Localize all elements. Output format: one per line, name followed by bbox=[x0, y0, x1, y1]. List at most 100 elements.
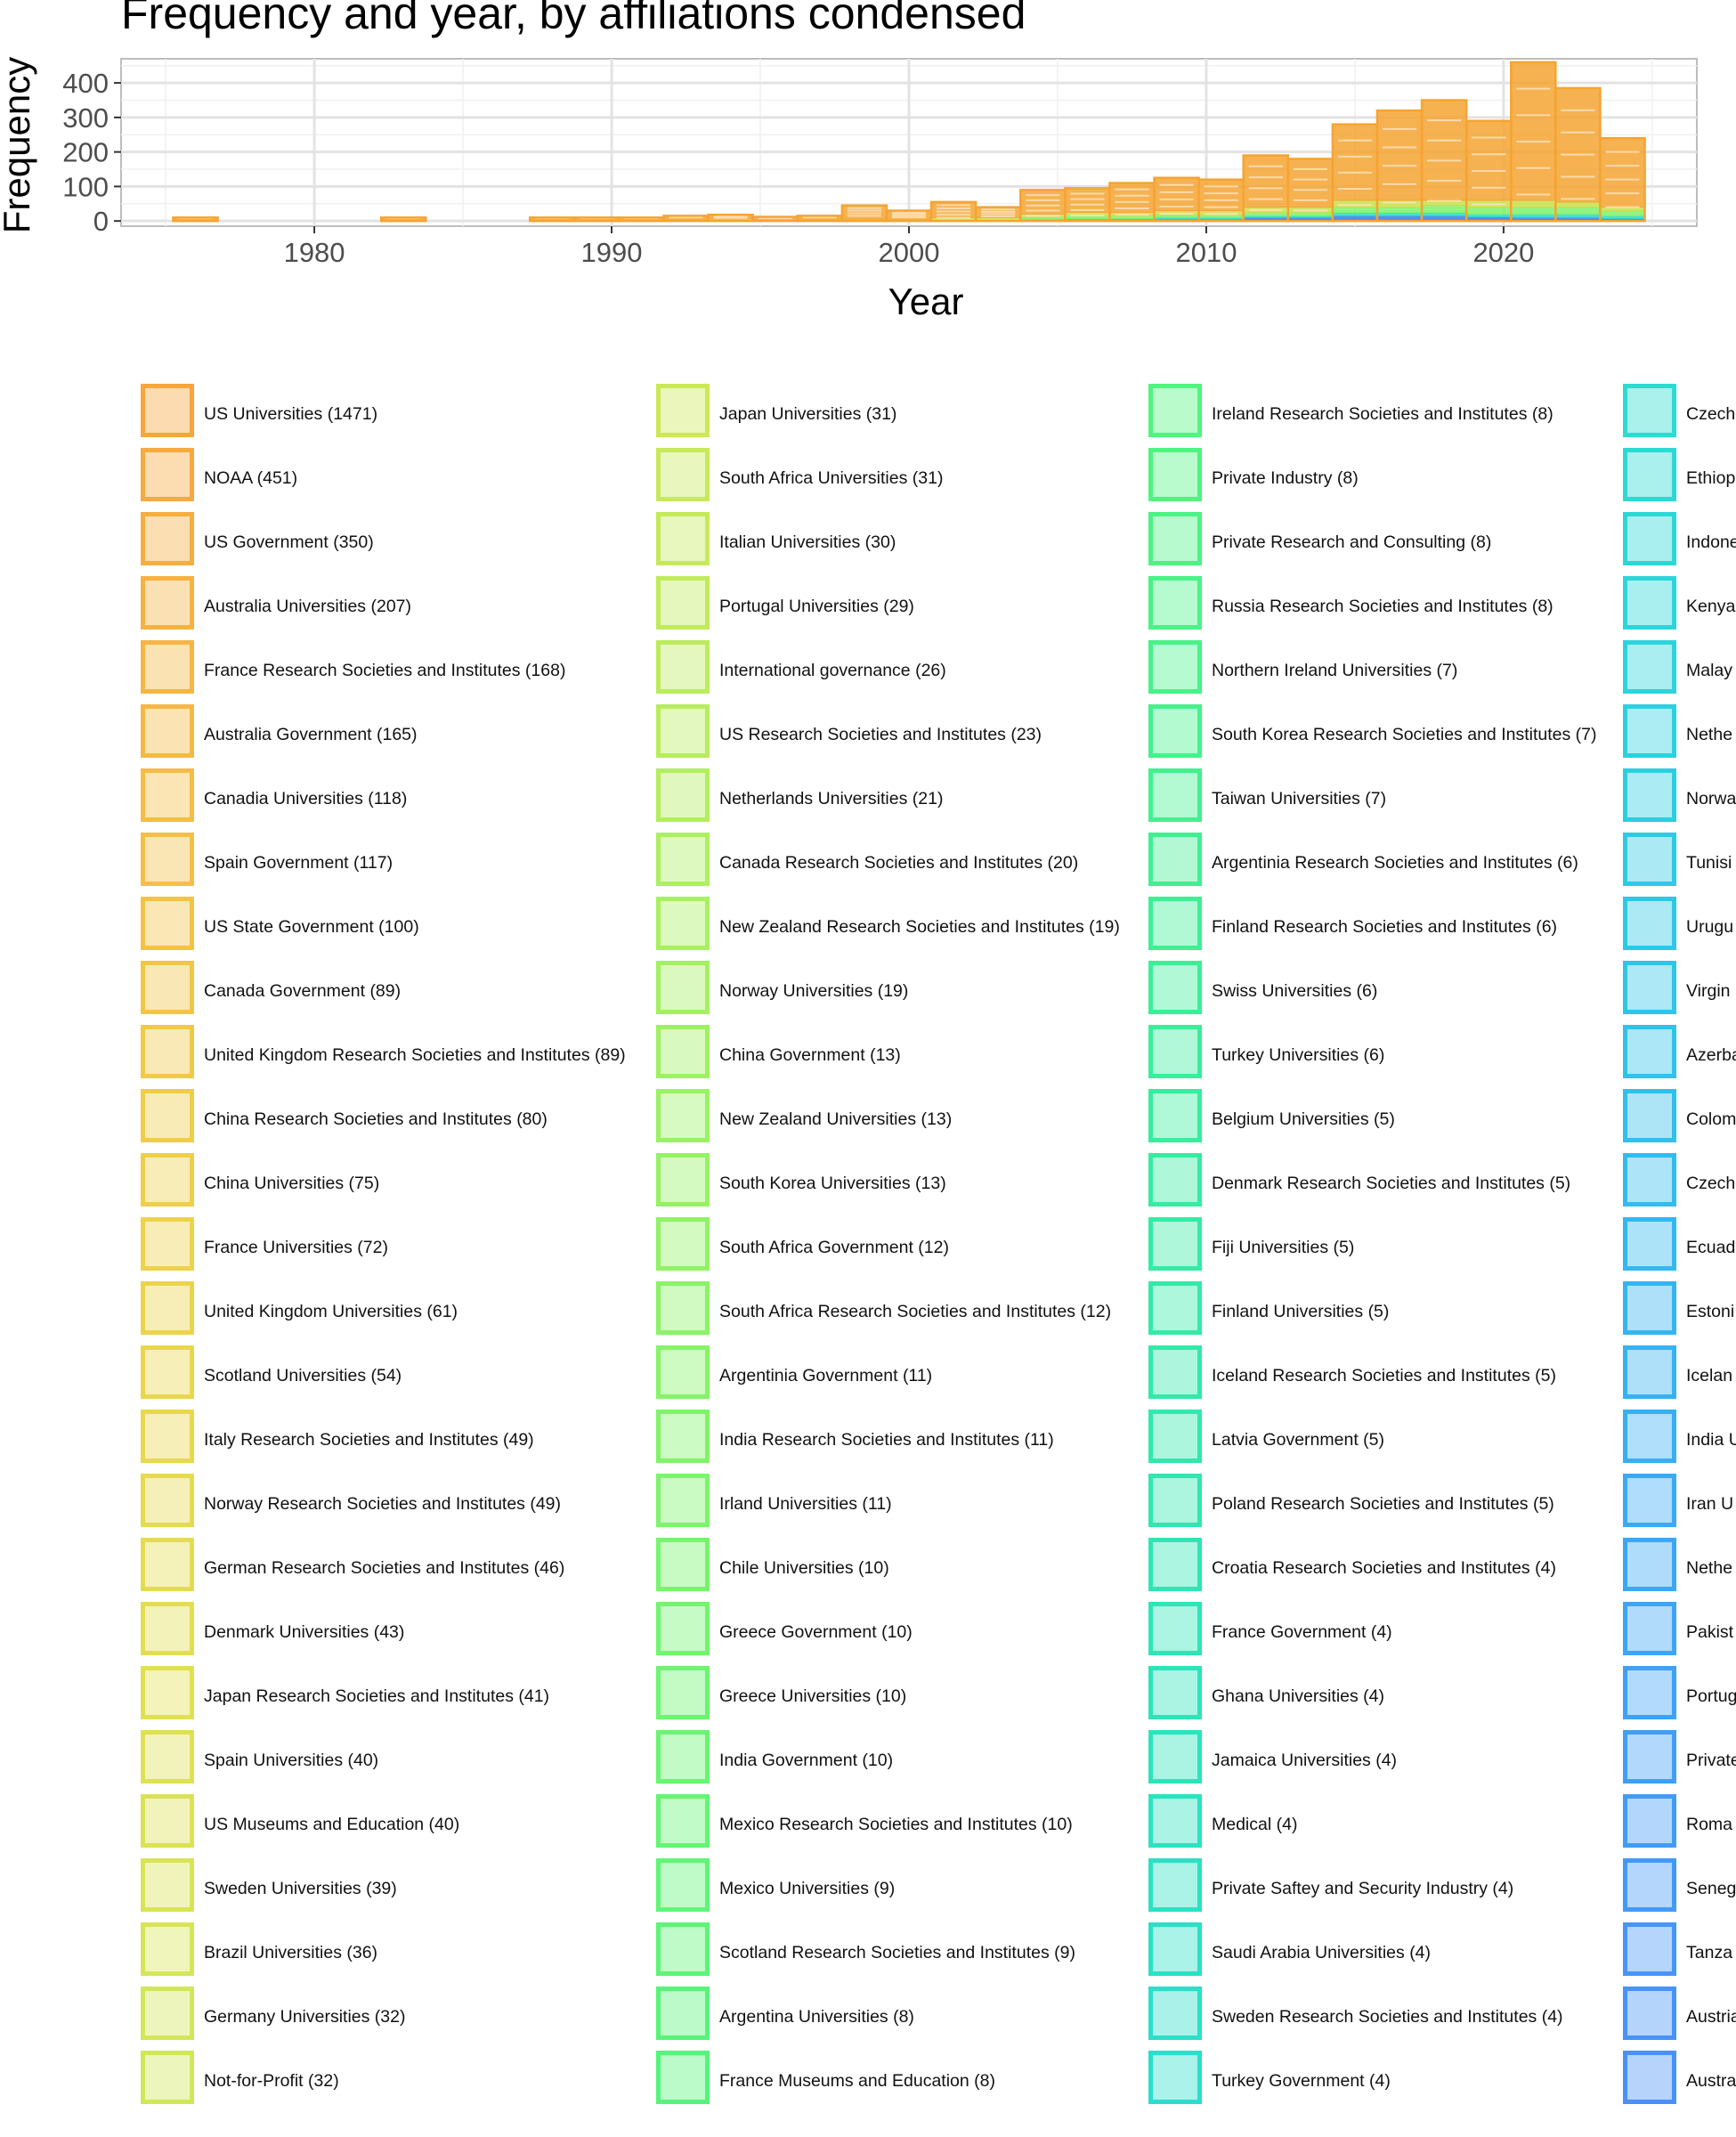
legend-label: Japan Universities (31) bbox=[719, 404, 897, 424]
legend-label: South Korea Universities (13) bbox=[719, 1174, 946, 1193]
bar-segment bbox=[1554, 207, 1601, 215]
legend-label: Seneg bbox=[1686, 1879, 1736, 1898]
legend-swatch bbox=[656, 1089, 710, 1142]
legend-label: Greece Universities (10) bbox=[719, 1686, 907, 1706]
legend-swatch bbox=[1623, 1602, 1676, 1655]
legend-label: Tunisi bbox=[1686, 853, 1732, 873]
legend-label: France Government (4) bbox=[1212, 1622, 1392, 1642]
legend-label: Ghana Universities (4) bbox=[1212, 1686, 1384, 1706]
legend-swatch bbox=[1148, 1153, 1202, 1207]
legend-swatch bbox=[656, 512, 710, 565]
legend-swatch bbox=[141, 1474, 194, 1527]
legend-label: Sweden Research Societies and Institutes… bbox=[1212, 2007, 1563, 2027]
x-tick-label: 1980 bbox=[284, 237, 345, 268]
legend-swatch bbox=[141, 1730, 194, 1784]
legend-label: Finland Universities (5) bbox=[1212, 1302, 1390, 1321]
legend-label: Denmark Research Societies and Institute… bbox=[1212, 1174, 1571, 1193]
legend-label: China Research Societies and Institutes … bbox=[204, 1109, 548, 1129]
legend-swatch bbox=[656, 1217, 710, 1271]
y-tick-label: 0 bbox=[93, 206, 109, 237]
x-axis-label: Year bbox=[888, 280, 964, 322]
legend-swatch bbox=[1623, 1666, 1676, 1719]
legend-label: Greece Government (10) bbox=[719, 1622, 913, 1642]
legend-swatch bbox=[141, 384, 194, 437]
legend-label: China Government (13) bbox=[719, 1045, 901, 1065]
legend-swatch bbox=[1148, 1089, 1202, 1142]
legend-label: Colom bbox=[1686, 1109, 1736, 1129]
legend-swatch bbox=[1623, 1858, 1676, 1912]
legend-label: US State Government (100) bbox=[204, 917, 419, 937]
legend-label: Canadia Universities (118) bbox=[204, 789, 408, 808]
legend-swatch bbox=[1148, 1217, 1202, 1271]
legend-swatch bbox=[1148, 1987, 1202, 2040]
legend-swatch bbox=[1148, 384, 1202, 437]
legend-swatch bbox=[141, 1410, 194, 1463]
bar-segment bbox=[1510, 207, 1556, 215]
legend-swatch bbox=[141, 1987, 194, 2040]
legend-swatch bbox=[656, 1345, 710, 1399]
legend-label: Spain Government (117) bbox=[204, 853, 393, 873]
legend-swatch bbox=[1148, 640, 1202, 694]
bar-segment bbox=[1154, 177, 1200, 212]
legend-label: Sweden Universities (39) bbox=[204, 1879, 397, 1898]
legend-label: US Research Societies and Institutes (23… bbox=[719, 725, 1042, 744]
legend-swatch bbox=[1623, 1538, 1676, 1591]
y-axis-label: Frequency bbox=[0, 57, 37, 233]
legend-label: Finland Research Societies and Institute… bbox=[1212, 917, 1558, 937]
bar-outline bbox=[379, 216, 427, 223]
legend-label: France Museums and Education (8) bbox=[719, 2071, 995, 2091]
legend-swatch bbox=[1623, 1153, 1676, 1207]
legend-label: Saudi Arabia Universities (4) bbox=[1212, 1943, 1432, 1962]
legend-swatch bbox=[141, 704, 194, 758]
legend-label: Tanza bbox=[1686, 1943, 1733, 1962]
legend-swatch bbox=[656, 384, 710, 437]
bar-segment bbox=[1332, 207, 1378, 213]
legend-label: Private Saftey and Security Industry (4) bbox=[1212, 1879, 1514, 1898]
x-tick-label: 2020 bbox=[1472, 237, 1534, 268]
bar-segment bbox=[1198, 179, 1245, 212]
legend-swatch bbox=[656, 1025, 710, 1078]
legend-swatch bbox=[1148, 1410, 1202, 1463]
legend-label: Ireland Research Societies and Institute… bbox=[1212, 404, 1553, 424]
legend-label: Russia Research Societies and Institutes… bbox=[1212, 597, 1553, 616]
bar-segment bbox=[1376, 110, 1423, 201]
legend-swatch bbox=[141, 1025, 194, 1078]
legend-swatch bbox=[1623, 1345, 1676, 1399]
legend-label: International governance (26) bbox=[719, 661, 946, 680]
legend-label: China Universities (75) bbox=[204, 1174, 380, 1193]
legend-label: Fiji Universities (5) bbox=[1212, 1238, 1355, 1257]
legend-label: France Universities (72) bbox=[204, 1238, 388, 1257]
legend-label: Kenya bbox=[1686, 597, 1736, 616]
legend-swatch bbox=[141, 1922, 194, 1976]
legend-label: Denmark Universities (43) bbox=[204, 1622, 405, 1642]
legend-swatch bbox=[656, 2051, 710, 2104]
legend-label: Jamaica Universities (4) bbox=[1212, 1751, 1398, 1770]
legend-label: Italy Research Societies and Institutes … bbox=[204, 1430, 534, 1450]
legend-label: Germany Universities (32) bbox=[204, 2007, 406, 2027]
legend-swatch bbox=[656, 897, 710, 950]
legend-label: Turkey Universities (6) bbox=[1212, 1045, 1385, 1065]
legend-label: Argentina Universities (8) bbox=[719, 2007, 914, 2027]
legend-label: Taiwan Universities (7) bbox=[1212, 789, 1387, 808]
legend-swatch bbox=[1623, 1025, 1676, 1078]
chart-title: Frequency and year, by affiliations cond… bbox=[121, 0, 1026, 38]
legend-label: Not-for-Profit (32) bbox=[204, 2071, 339, 2091]
legend-swatch bbox=[141, 2051, 194, 2104]
legend-swatch bbox=[656, 576, 710, 630]
legend-label: Icelan bbox=[1686, 1366, 1733, 1385]
x-tick-label: 1990 bbox=[581, 237, 643, 268]
legend-swatch bbox=[1623, 1794, 1676, 1848]
legend-label: Argentinia Research Societies and Instit… bbox=[1212, 853, 1578, 873]
legend-swatch bbox=[656, 1410, 710, 1463]
legend-swatch bbox=[1623, 448, 1676, 501]
legend-swatch bbox=[141, 512, 194, 565]
legend-label: Medical (4) bbox=[1212, 1815, 1298, 1834]
legend-swatch bbox=[656, 961, 710, 1014]
legend-swatch bbox=[141, 1666, 194, 1719]
legend-label: Japan Research Societies and Institutes … bbox=[204, 1686, 550, 1706]
legend-label: Czech bbox=[1686, 1174, 1736, 1193]
bar-segment bbox=[1465, 207, 1512, 215]
legend-label: Private bbox=[1686, 1751, 1736, 1770]
legend-label: US Government (350) bbox=[204, 532, 374, 552]
